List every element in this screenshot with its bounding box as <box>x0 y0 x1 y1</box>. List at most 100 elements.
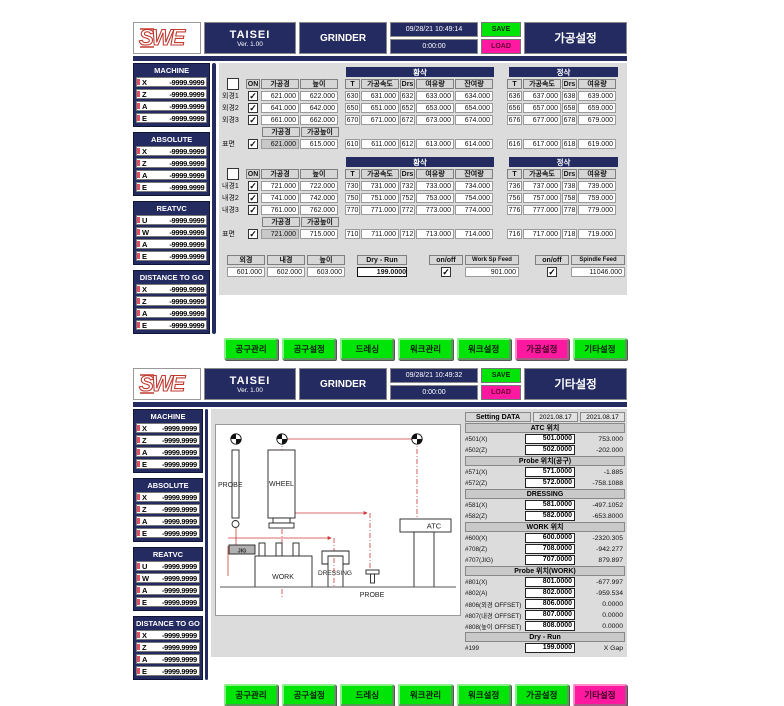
drs-field[interactable]: 738 <box>562 181 577 191</box>
nav-button-1[interactable]: 공구관리 <box>224 684 279 706</box>
speed-field[interactable]: 617.000 <box>523 139 561 149</box>
allowance-field[interactable]: 673.000 <box>416 115 454 125</box>
diameter-field[interactable]: 661.000 <box>261 115 299 125</box>
height-field[interactable]: 642.000 <box>300 103 338 113</box>
nav-button-6[interactable]: 가공설정 <box>514 338 569 360</box>
setting-value-field[interactable]: 708.0000 <box>525 544 575 554</box>
row-enable-checkbox[interactable]: ✓ <box>248 192 258 203</box>
nav-button-6[interactable]: 가공설정 <box>514 684 569 706</box>
speed-field[interactable]: 731.000 <box>361 181 399 191</box>
tool-no-field[interactable]: 756 <box>507 193 522 203</box>
diameter-field[interactable]: 621.000 <box>261 91 299 101</box>
nav-button-4[interactable]: 워크관리 <box>398 684 453 706</box>
load-button[interactable]: LOAD <box>481 39 521 54</box>
tool-no-field[interactable]: 730 <box>345 181 360 191</box>
height-field[interactable]: 715.000 <box>300 229 338 239</box>
drs-field[interactable]: 658 <box>562 103 577 113</box>
height-field[interactable]: 722.000 <box>300 181 338 191</box>
spindle-feed-checkbox[interactable]: ✓ <box>547 266 557 277</box>
diameter-field[interactable]: 721.000 <box>261 181 299 191</box>
setting-value-field[interactable]: 807.0000 <box>525 610 575 620</box>
diameter-field[interactable]: 761.000 <box>261 205 299 215</box>
row-enable-checkbox[interactable]: ✓ <box>248 90 258 101</box>
allowance-field[interactable]: 613.000 <box>416 139 454 149</box>
row-enable-checkbox[interactable]: ✓ <box>248 228 258 239</box>
drs-field[interactable]: 618 <box>562 139 577 149</box>
setting-value-field[interactable]: 801.0000 <box>525 577 575 587</box>
speed-field[interactable]: 737.000 <box>523 181 561 191</box>
remain-field[interactable]: 674.000 <box>455 115 493 125</box>
tool-no-field[interactable]: 676 <box>507 115 522 125</box>
diameter-field[interactable]: 621.000 <box>261 139 299 149</box>
remain-field[interactable]: 714.000 <box>455 229 493 239</box>
tool-no-field[interactable]: 710 <box>345 229 360 239</box>
nav-button-2[interactable]: 공구설정 <box>282 338 337 360</box>
drs-field[interactable]: 632 <box>400 91 415 101</box>
height-field[interactable]: 762.000 <box>300 205 338 215</box>
speed-field[interactable]: 717.000 <box>523 229 561 239</box>
setting-value-field[interactable]: 502.0000 <box>525 445 575 455</box>
tool-no-field[interactable]: 716 <box>507 229 522 239</box>
speed-field[interactable]: 671.000 <box>361 115 399 125</box>
row-enable-checkbox[interactable]: ✓ <box>248 114 258 125</box>
dim-field[interactable]: 603.000 <box>307 267 345 277</box>
diameter-field[interactable]: 641.000 <box>261 103 299 113</box>
setting-value-field[interactable]: 501.0000 <box>525 434 575 444</box>
setting-value-field[interactable]: 581.0000 <box>525 500 575 510</box>
drs-field[interactable]: 612 <box>400 139 415 149</box>
height-field[interactable]: 742.000 <box>300 193 338 203</box>
dry-run-field[interactable]: 199.0000 <box>357 267 407 277</box>
tool-no-field[interactable]: 750 <box>345 193 360 203</box>
speed-field[interactable]: 631.000 <box>361 91 399 101</box>
dim-field[interactable]: 601.000 <box>227 267 265 277</box>
remain-field[interactable]: 614.000 <box>455 139 493 149</box>
allowance-field[interactable]: 679.000 <box>578 115 616 125</box>
tool-no-field[interactable]: 656 <box>507 103 522 113</box>
tool-no-field[interactable]: 736 <box>507 181 522 191</box>
dim-field[interactable]: 602.000 <box>267 267 305 277</box>
height-field[interactable]: 622.000 <box>300 91 338 101</box>
nav-button-2[interactable]: 공구설정 <box>282 684 337 706</box>
speed-field[interactable]: 777.000 <box>523 205 561 215</box>
drs-field[interactable]: 732 <box>400 181 415 191</box>
select-all-checkbox[interactable] <box>227 168 239 180</box>
allowance-field[interactable]: 759.000 <box>578 193 616 203</box>
diameter-field[interactable]: 741.000 <box>261 193 299 203</box>
nav-button-7[interactable]: 기타설정 <box>572 338 627 360</box>
diameter-field[interactable]: 721.000 <box>261 229 299 239</box>
speed-field[interactable]: 611.000 <box>361 139 399 149</box>
tool-no-field[interactable]: 670 <box>345 115 360 125</box>
speed-field[interactable]: 751.000 <box>361 193 399 203</box>
tool-no-field[interactable]: 630 <box>345 91 360 101</box>
load-button[interactable]: LOAD <box>481 385 521 400</box>
remain-field[interactable]: 754.000 <box>455 193 493 203</box>
allowance-field[interactable]: 779.000 <box>578 205 616 215</box>
drs-field[interactable]: 772 <box>400 205 415 215</box>
allowance-field[interactable]: 773.000 <box>416 205 454 215</box>
remain-field[interactable]: 654.000 <box>455 103 493 113</box>
nav-button-4[interactable]: 워크관리 <box>398 338 453 360</box>
speed-field[interactable]: 771.000 <box>361 205 399 215</box>
allowance-field[interactable]: 639.000 <box>578 91 616 101</box>
drs-field[interactable]: 678 <box>562 115 577 125</box>
setting-value-field[interactable]: 199.0000 <box>525 643 575 653</box>
speed-field[interactable]: 637.000 <box>523 91 561 101</box>
drs-field[interactable]: 778 <box>562 205 577 215</box>
select-all-checkbox[interactable] <box>227 78 239 90</box>
remain-field[interactable]: 634.000 <box>455 91 493 101</box>
allowance-field[interactable]: 659.000 <box>578 103 616 113</box>
save-button[interactable]: SAVE <box>481 22 521 37</box>
drs-field[interactable]: 672 <box>400 115 415 125</box>
allowance-field[interactable]: 733.000 <box>416 181 454 191</box>
row-enable-checkbox[interactable]: ✓ <box>248 102 258 113</box>
nav-button-3[interactable]: 드레싱 <box>340 338 395 360</box>
remain-field[interactable]: 774.000 <box>455 205 493 215</box>
nav-button-3[interactable]: 드레싱 <box>340 684 395 706</box>
spindle-feed-field[interactable]: 11046.000 <box>571 267 625 277</box>
nav-button-5[interactable]: 워크설정 <box>456 338 511 360</box>
nav-button-5[interactable]: 워크설정 <box>456 684 511 706</box>
save-button[interactable]: SAVE <box>481 368 521 383</box>
speed-field[interactable]: 711.000 <box>361 229 399 239</box>
speed-field[interactable]: 677.000 <box>523 115 561 125</box>
setting-value-field[interactable]: 572.0000 <box>525 478 575 488</box>
